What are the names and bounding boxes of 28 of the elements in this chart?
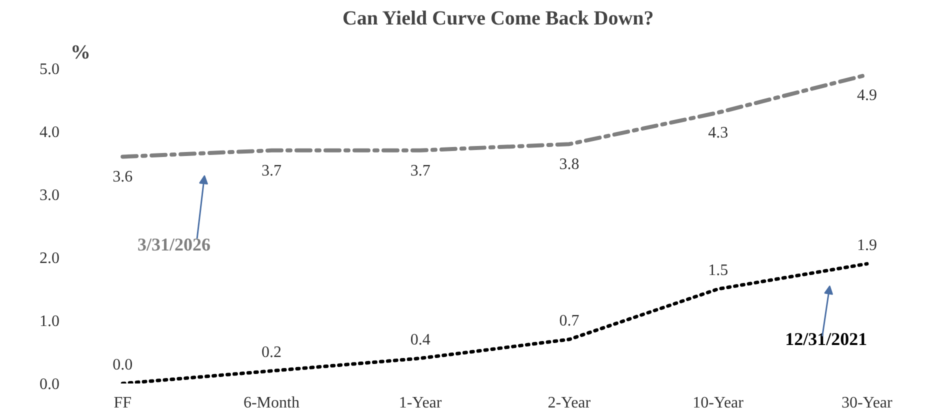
data-label: 4.9 xyxy=(856,86,877,104)
data-label: 1.5 xyxy=(708,262,728,279)
y-tick-label: 0.0 xyxy=(40,376,60,393)
x-tick-label: 30-Year xyxy=(842,394,894,412)
text: 3/31/2026 xyxy=(137,234,211,254)
x-tick-label: 1-Year xyxy=(398,394,442,412)
data-label: 0.7 xyxy=(559,312,580,330)
y-tick-label: 5.0 xyxy=(40,61,60,78)
data-label: 3.7 xyxy=(410,162,430,180)
data-label: 4.3 xyxy=(708,124,728,142)
data-label: 3.7 xyxy=(261,162,282,180)
x-tick-label: 10-Year xyxy=(692,394,744,412)
data-label: 1.9 xyxy=(856,236,877,254)
data-label: 0.0 xyxy=(112,356,133,374)
x-tick-label: 6-Month xyxy=(243,394,300,412)
x-tick-label: 2-Year xyxy=(548,394,592,412)
y-axis-title: % xyxy=(70,42,90,64)
y-tick-label: 4.0 xyxy=(40,124,60,141)
y-tick-label: 3.0 xyxy=(40,187,60,204)
data-label: 3.8 xyxy=(559,156,580,174)
y-tick-label: 2.0 xyxy=(40,250,60,267)
chart-title: Can Yield Curve Come Back Down? xyxy=(342,8,654,30)
text: 12/31/2021 xyxy=(785,328,868,349)
data-label: 0.2 xyxy=(261,344,282,361)
data-label: 3.6 xyxy=(112,168,133,186)
y-tick-label: 1.0 xyxy=(40,313,60,330)
x-tick-label: FF xyxy=(114,394,132,412)
data-label: 0.4 xyxy=(410,331,430,348)
